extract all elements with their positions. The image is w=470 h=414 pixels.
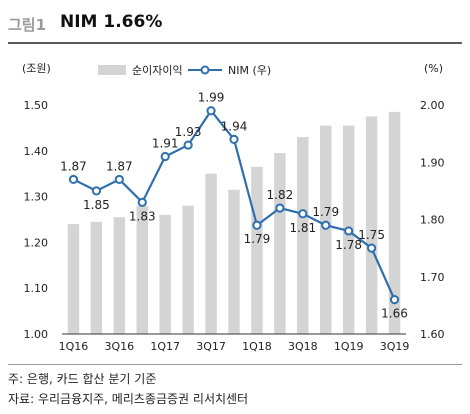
legend-line-marker [200,65,210,75]
nim-data-label: 1.94 [221,119,248,133]
nim-data-label: 1.79 [312,205,339,219]
x-axis-tick: 1Q18 [242,340,272,353]
left-axis-tick: 1.50 [24,99,49,112]
x-axis-tick: 3Q16 [105,340,135,353]
nim-data-label: 1.75 [358,228,385,242]
nim-data-label: 1.85 [83,198,110,212]
footnote-note: 주: 은행, 카드 합산 분기 기준 [8,372,157,386]
nim-data-label: 1.87 [60,159,87,173]
right-axis-tick: 1.60 [420,328,445,341]
left-axis-tick: 1.10 [24,282,49,295]
bar [388,111,401,335]
x-axis-tick: 3Q19 [380,340,410,353]
nim-data-label: 1.81 [289,221,316,235]
nim-point [206,106,216,116]
figure-title: NIM 1.66% [60,12,163,32]
nim-point [389,295,400,305]
bar [67,224,80,334]
nim-point [252,220,262,230]
nim-point [114,174,124,185]
legend-bar-label: 순이자이익 [132,64,183,77]
bar [297,137,309,334]
title-divider [8,42,462,44]
right-axis-tick: 1.70 [420,271,445,284]
left-axis-tick: 1.40 [24,145,49,158]
nim-point [298,209,308,219]
right-axis-tick: 1.90 [420,156,445,169]
nim-point [137,197,147,207]
footnote-divider [8,364,462,365]
nim-data-label: 1.99 [198,91,225,105]
nim-data-label: 1.87 [106,159,133,173]
footnote-source: 자료: 우리금융지주, 메리츠종금증권 리서치센터 [8,392,249,406]
nim-data-label: 1.79 [244,232,271,246]
x-axis-tick: 3Q18 [288,340,318,353]
nim-data-label: 1.83 [129,209,156,223]
bar [113,217,126,334]
nim-point [183,140,193,150]
right-axis-unit: (%) [424,62,443,75]
x-axis-tick: 1Q17 [150,340,180,353]
bar [182,205,194,334]
x-axis-tick: 1Q16 [59,340,89,353]
left-axis-unit: (조원) [22,62,51,75]
nim-point [68,174,79,185]
nim-data-label: 1.91 [152,137,179,151]
bar [228,189,240,334]
figure-header: 그림1 NIM 1.66% [8,8,462,42]
nim-data-label: 1.66 [381,307,408,321]
bar [365,116,378,334]
nim-point [321,220,331,230]
nim-point [91,186,102,196]
left-axis-tick: 1.30 [24,191,49,204]
nim-data-label: 1.82 [267,188,294,202]
nim-point [229,134,239,144]
nim-data-label: 1.93 [175,125,202,139]
right-axis-tick: 1.80 [420,214,445,227]
bar [159,214,171,334]
bar [205,173,217,334]
left-axis-tick: 1.20 [24,236,49,249]
x-axis-tick: 1Q19 [334,340,364,353]
nim-data-label: 1.78 [335,238,362,252]
x-axis-tick: 3Q17 [196,340,226,353]
bar [90,221,103,334]
nim-point [344,226,354,236]
nim-point [367,243,377,253]
legend-line-label: NIM (우) [228,64,271,77]
nim-chart: (조원) (%) 순이자이익 NIM (우) 1.00 1.10 1.20 1.30 1.40 1… [22,62,445,353]
left-axis-tick: 1.00 [24,328,49,341]
legend-bar-swatch [98,65,126,75]
nim-point [160,151,170,162]
bar [274,153,286,334]
bar [136,205,148,334]
right-axis-tick: 2.00 [420,99,445,112]
figure-label: 그림1 [8,16,47,34]
nim-point [275,203,285,213]
bar [251,166,263,334]
